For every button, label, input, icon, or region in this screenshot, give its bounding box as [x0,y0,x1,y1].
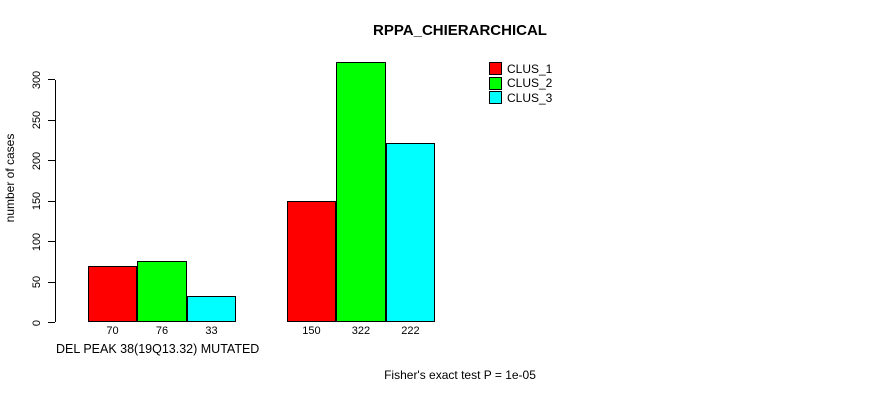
x-axis-label: DEL PEAK 38(19Q13.32) MUTATED [56,342,260,356]
y-tick-label: 300 [31,70,43,89]
bar-value-label-clus_2-group1: 76 [155,325,169,337]
y-tick-mark [48,281,55,283]
bar-clus_1-group2 [286,201,337,323]
y-tick-mark [48,160,55,162]
legend-swatch-clus_3 [489,91,502,105]
legend-label-clus_3: CLUS_3 [507,90,553,105]
y-tick-label: 250 [31,111,43,130]
legend-item-clus_3: CLUS_3 [489,91,552,105]
y-tick-mark [48,79,55,81]
y-tick-mark [48,119,55,121]
bar-clus_1-group1 [87,265,138,323]
bar-clus_3-group2 [385,142,436,323]
legend-label-clus_1: CLUS_1 [507,61,553,76]
legend-item-clus_1: CLUS_1 [489,62,552,76]
y-tick-label: 0 [31,319,43,326]
bar-value-label-clus_3-group2: 222 [401,325,420,337]
y-tick-mark [48,322,55,323]
y-axis-line [55,79,56,323]
bar-value-label-clus_3-group1: 33 [205,325,218,337]
legend-label-clus_2: CLUS_2 [507,76,553,91]
footnote-fisher-test: Fisher's exact test P = 1e-05 [384,368,536,382]
legend-swatch-clus_2 [489,76,502,90]
bar-value-label-clus_1-group2: 150 [302,325,321,337]
legend-item-clus_2: CLUS_2 [489,76,553,91]
chart-title: RPPA_CHIERARCHICAL [373,22,547,39]
y-tick-label: 50 [31,275,43,289]
y-tick-label: 100 [31,232,43,251]
bar-clus_2-group2 [336,62,386,323]
y-tick-mark [48,241,55,243]
bar-clus_2-group1 [137,261,187,323]
y-axis-label: number of cases [3,133,17,223]
y-tick-mark [48,200,55,202]
bar-clus_3-group1 [186,295,237,323]
y-tick-label: 150 [31,191,43,211]
legend-swatch-clus_1 [489,62,502,76]
bar-value-label-clus_1-group1: 70 [106,325,119,337]
legend: CLUS_1 CLUS_2 CLUS_3 [489,62,552,105]
bar-value-label-clus_2-group2: 322 [351,325,371,337]
y-tick-label: 200 [31,151,43,170]
